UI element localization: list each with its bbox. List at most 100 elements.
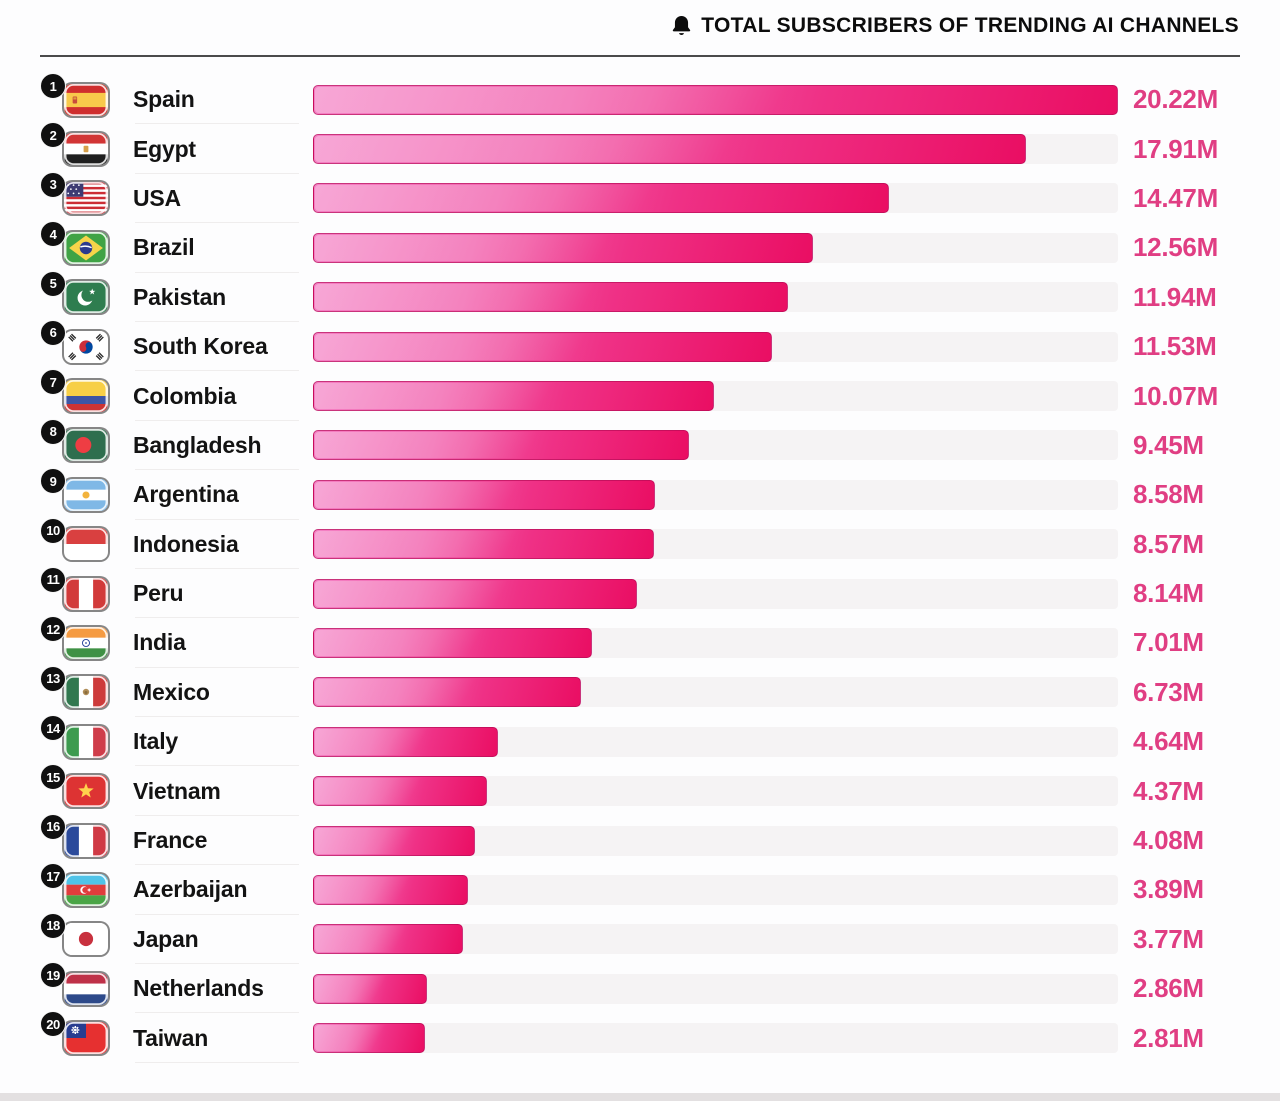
value-label: 8.57M <box>1133 528 1204 559</box>
bar-track <box>313 726 1118 757</box>
bar-track <box>313 578 1118 609</box>
mexico-flag-icon <box>62 674 110 711</box>
table-row: 15 Vietnam 4.37M <box>40 764 1240 817</box>
vietnam-flag-icon <box>62 773 110 810</box>
country-label: Taiwan <box>133 1013 313 1064</box>
value-label: 9.45M <box>1133 429 1204 460</box>
country-label: Spain <box>133 75 313 125</box>
argentina-flag-icon <box>62 476 110 513</box>
bar <box>313 183 890 214</box>
country-label: Netherlands <box>133 964 313 1014</box>
peru-flag-icon <box>62 575 110 612</box>
table-row: 12 India 7.01M <box>40 616 1240 669</box>
table-row: 16 France 4.08M <box>40 813 1240 866</box>
bottom-edge-strip <box>0 1093 1280 1101</box>
india-flag-icon <box>62 624 110 661</box>
bar <box>313 529 655 560</box>
bar-track <box>313 134 1118 165</box>
country-label: Mexico <box>133 668 313 718</box>
rank-badge: 3 <box>40 171 66 198</box>
bar <box>313 627 593 658</box>
country-label: Vietnam <box>133 766 313 817</box>
france-flag-icon <box>62 822 110 859</box>
country-label: India <box>133 618 313 669</box>
bar-track <box>313 381 1118 412</box>
country-label: USA <box>133 174 313 224</box>
bar-track <box>313 529 1118 560</box>
value-label: 14.47M <box>1133 182 1218 213</box>
rank-badge: 10 <box>40 517 66 544</box>
chart-title: TOTAL SUBSCRIBERS OF TRENDING AI CHANNEL… <box>701 14 1239 37</box>
bar-track <box>313 924 1118 955</box>
value-label: 4.08M <box>1133 825 1204 856</box>
taiwan-flag-icon <box>62 1020 110 1057</box>
bar <box>313 578 638 609</box>
bar-track <box>313 282 1118 313</box>
bar-track <box>313 479 1118 510</box>
value-label: 3.89M <box>1133 874 1204 905</box>
table-row: 17 Azerbaijan 3.89M <box>40 863 1240 916</box>
bar-track <box>313 627 1118 658</box>
bar-track <box>313 776 1118 807</box>
value-label: 12.56M <box>1133 232 1218 263</box>
table-row: 5 Pakistan 11.94M <box>40 270 1240 323</box>
table-row: 2 Egypt 17.91M <box>40 122 1240 175</box>
table-row: 18 Japan 3.77M <box>40 912 1240 965</box>
rank-badge: 14 <box>40 715 66 742</box>
table-row: 1 Spain 20.22M <box>40 73 1240 125</box>
azerbaijan-flag-icon <box>62 871 110 908</box>
bar-track <box>313 677 1118 708</box>
rank-badge: 20 <box>40 1011 66 1038</box>
bar-track <box>313 183 1118 214</box>
bar <box>313 331 772 362</box>
bar-track <box>313 430 1118 461</box>
bar-track <box>313 973 1118 1004</box>
bar <box>313 924 464 955</box>
pakistan-flag-icon <box>62 279 110 316</box>
bar <box>313 726 498 757</box>
bar <box>313 84 1118 115</box>
bar <box>313 232 814 263</box>
table-row: 9 Argentina 8.58M <box>40 468 1240 520</box>
value-label: 10.07M <box>1133 380 1218 411</box>
country-label: Colombia <box>133 371 313 422</box>
rank-badge: 15 <box>40 764 66 791</box>
colombia-flag-icon <box>62 378 110 415</box>
value-label: 6.73M <box>1133 676 1204 707</box>
bar <box>313 134 1027 165</box>
value-label: 8.58M <box>1133 479 1204 510</box>
value-label: 3.77M <box>1133 923 1204 954</box>
bar <box>313 1023 425 1054</box>
bar <box>313 874 468 905</box>
value-label: 8.14M <box>1133 578 1204 609</box>
south-korea-flag-icon <box>62 328 110 365</box>
value-label: 17.91M <box>1133 133 1218 164</box>
bar-track <box>313 1023 1118 1054</box>
brazil-flag-icon <box>62 229 110 266</box>
bar-track <box>313 874 1118 905</box>
bar-track <box>313 825 1118 856</box>
rank-badge: 8 <box>40 418 66 445</box>
country-label: Azerbaijan <box>133 865 313 916</box>
rank-badge: 4 <box>40 221 66 248</box>
usa-flag-icon <box>62 180 110 217</box>
bell-icon <box>673 15 691 35</box>
bar <box>313 677 581 708</box>
country-label: Indonesia <box>133 520 313 570</box>
country-label: Peru <box>133 569 313 619</box>
chart-header: TOTAL SUBSCRIBERS OF TRENDING AI CHANNEL… <box>671 14 1239 38</box>
table-row: 14 Italy 4.64M <box>40 715 1240 767</box>
country-label: France <box>133 816 313 866</box>
table-row: 8 Bangladesh 9.45M <box>40 418 1240 471</box>
rank-badge: 12 <box>40 616 66 643</box>
table-row: 4 Brazil 12.56M <box>40 221 1240 273</box>
value-label: 11.53M <box>1133 331 1217 362</box>
japan-flag-icon <box>62 921 110 958</box>
rank-badge: 6 <box>40 319 66 346</box>
header-divider <box>40 55 1240 57</box>
table-row: 6 South Korea <box>40 319 1240 372</box>
country-label: Bangladesh <box>133 421 313 471</box>
rank-badge: 17 <box>40 863 66 890</box>
table-row: 20 Taiwan 2.81M <box>40 1011 1240 1064</box>
